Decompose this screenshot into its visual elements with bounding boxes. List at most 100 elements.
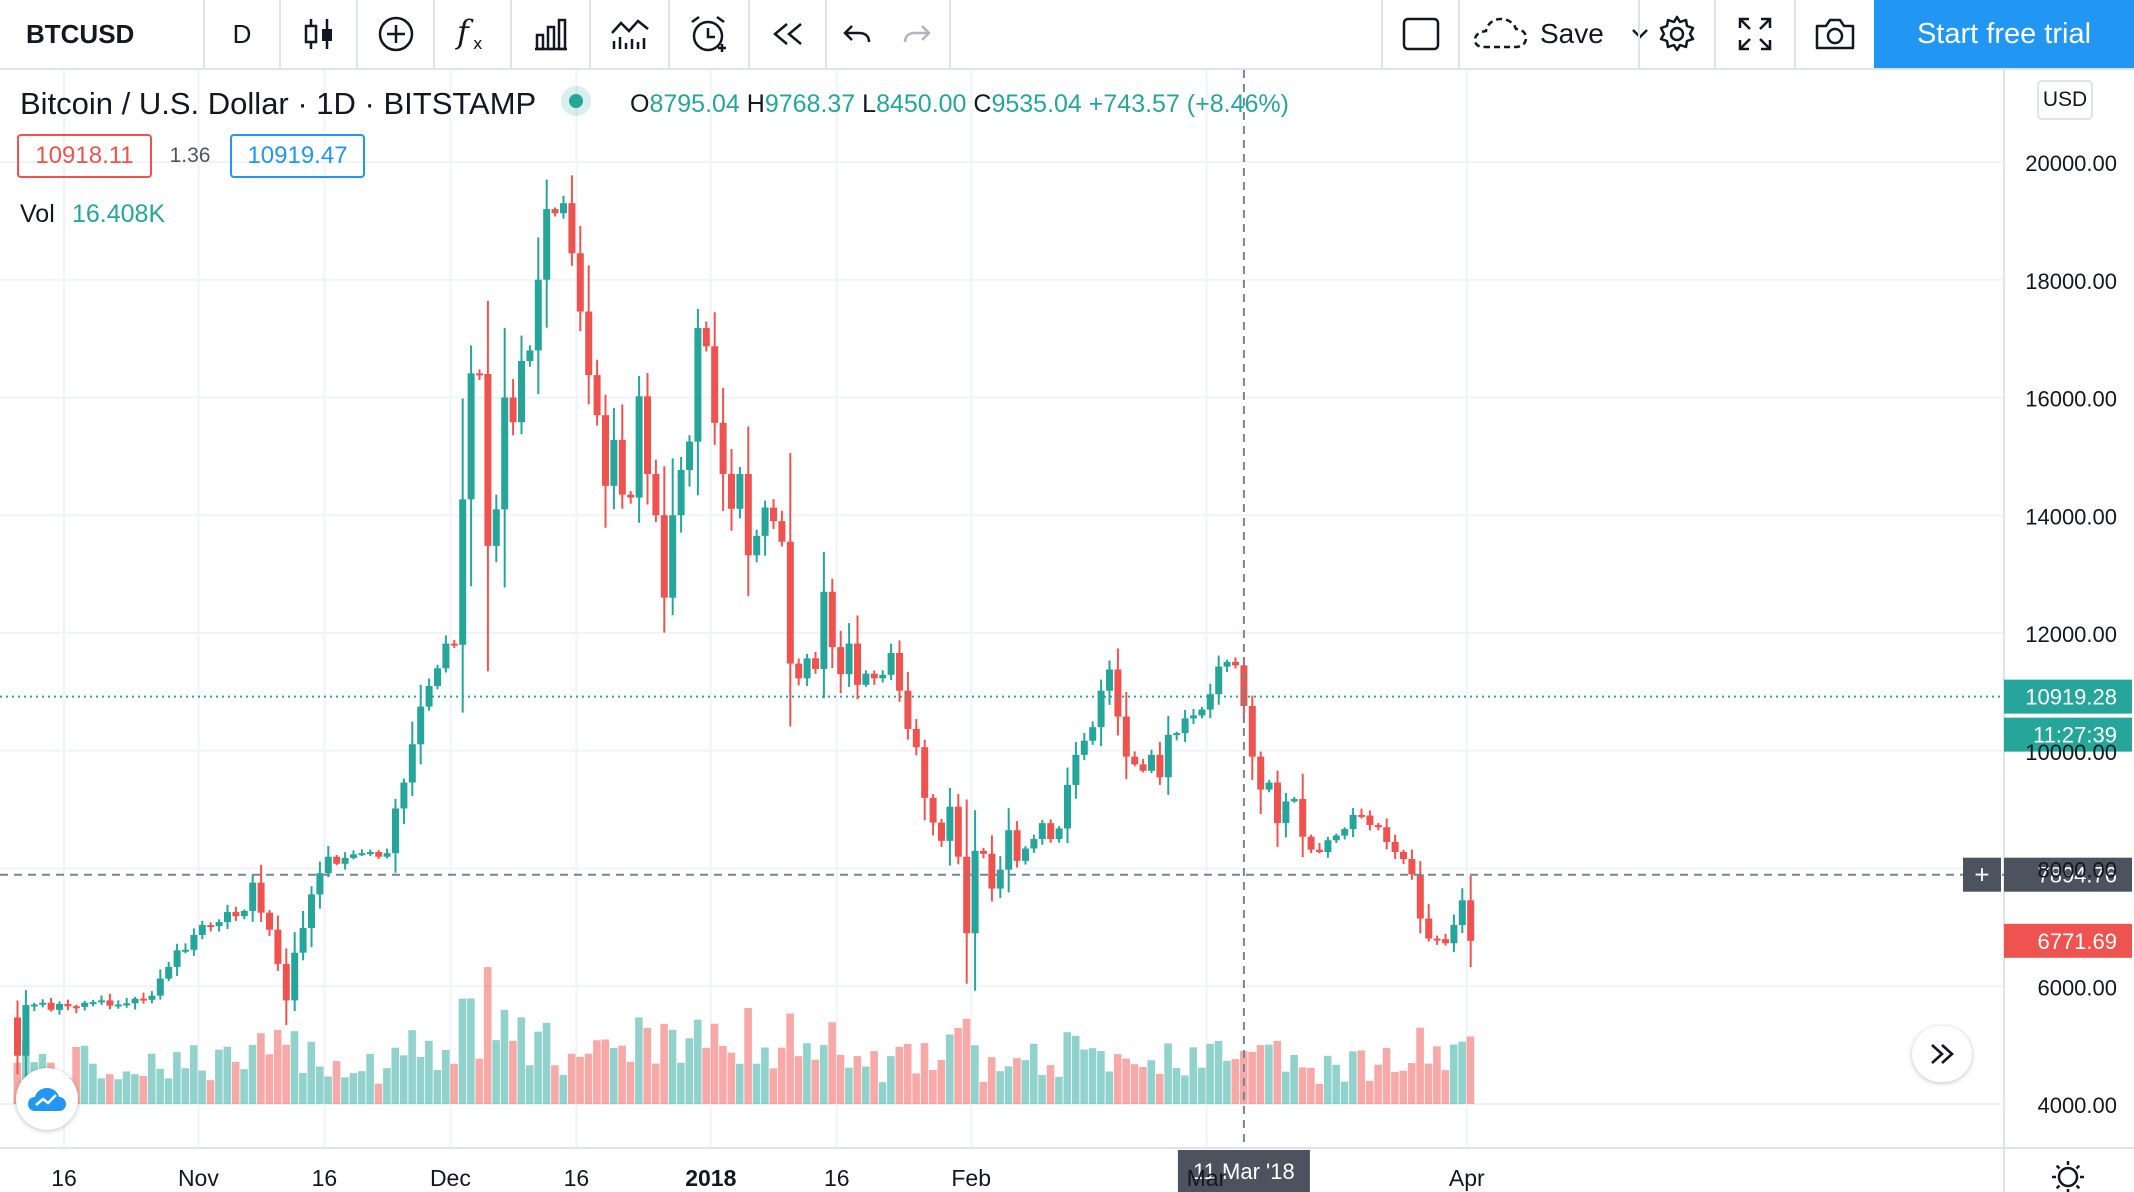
tradingview-logo[interactable] (16, 1068, 78, 1130)
close-label: C (973, 90, 992, 118)
candle-body (711, 346, 719, 423)
volume-bar (895, 1046, 904, 1104)
symbol-search-button[interactable]: BTCUSD (26, 18, 135, 49)
replay-button[interactable] (750, 0, 825, 68)
volume-bar (584, 1053, 593, 1104)
interval-button[interactable]: D (232, 18, 252, 49)
volume-bar (744, 1007, 752, 1104)
candle-body (702, 328, 710, 347)
volume-bar (181, 1068, 190, 1104)
currency-button[interactable]: USD (2037, 80, 2093, 120)
alarm-clock-icon (691, 15, 726, 52)
volume-bar (458, 998, 467, 1104)
volume-bar (735, 1063, 744, 1104)
volume-bar (811, 1059, 820, 1104)
candle-body (341, 857, 349, 864)
candle-body (467, 373, 475, 500)
volume-bar (114, 1079, 122, 1104)
candle-body (728, 474, 735, 509)
candle-body (324, 856, 332, 874)
screenshot-button[interactable] (1796, 0, 1874, 68)
financials-button[interactable] (512, 0, 589, 68)
volume-bar (349, 1073, 358, 1104)
candle-body (1425, 918, 1433, 939)
candle-body (585, 311, 593, 376)
sun-icon-core (2057, 1166, 2079, 1188)
candle-body (1114, 669, 1122, 717)
volume-bar (1097, 1051, 1105, 1104)
price-tick-label: 10000.00 (2025, 740, 2117, 765)
volume-bar (920, 1043, 929, 1104)
candle-body (518, 360, 525, 423)
candle-body (669, 515, 677, 598)
settings-button[interactable] (1640, 0, 1714, 68)
scroll-to-realtime-button[interactable] (1912, 1026, 1972, 1082)
market-open-indicator (569, 94, 583, 108)
candle-body (1215, 666, 1223, 695)
candle-body (803, 658, 811, 679)
candle-body (820, 591, 828, 669)
volume-bar (441, 1049, 450, 1104)
candle-body (744, 474, 752, 556)
candle-body (1383, 827, 1391, 843)
candle-body (610, 439, 618, 486)
candle-body (996, 869, 1004, 889)
time-scale-settings-icon (2052, 1161, 2084, 1192)
price-tick-label: 8000.00 (2037, 858, 2117, 883)
volume-bar (433, 1069, 442, 1104)
crosshair-price-label: 7894.76 (2037, 863, 2117, 888)
candle-body (862, 673, 870, 685)
buy-button[interactable]: 10919.47 (230, 134, 365, 178)
volume-bar (1349, 1051, 1357, 1104)
volume-bar (1130, 1064, 1139, 1104)
volume-bar (1256, 1045, 1265, 1104)
save-button[interactable]: Save (1460, 0, 1655, 68)
candle-body (1156, 754, 1164, 778)
candle-body (257, 882, 265, 913)
price-tick-label: 14000.00 (2025, 504, 2117, 529)
undo-button[interactable] (827, 0, 887, 68)
volume-bar (937, 1059, 946, 1104)
candle-body (375, 852, 383, 857)
volume-bar (299, 1073, 307, 1104)
sell-button[interactable]: 10918.11 (17, 134, 152, 178)
candle-body (1265, 782, 1273, 790)
add-symbol-icon (378, 16, 413, 52)
candle-body (1374, 824, 1382, 828)
candle-body (274, 929, 282, 964)
volume-bar (794, 1056, 803, 1104)
candlesticks (14, 175, 1475, 1077)
candle-body (1240, 665, 1248, 707)
volume-bar (1147, 1060, 1156, 1104)
layout-button[interactable] (1383, 0, 1458, 68)
candle-body (509, 397, 517, 423)
price-scale: 4000.00 6000.00 8000.00 10000.00 12000.00 140… (2025, 151, 2117, 1118)
compare-button[interactable] (358, 0, 433, 68)
alert-button[interactable] (670, 0, 748, 68)
candle-body (534, 279, 542, 351)
candle-body (1089, 727, 1097, 741)
price-tick-label: 16000.00 (2025, 387, 2117, 412)
candle-body (1080, 740, 1088, 755)
start-free-trial-button[interactable]: Start free trial (1874, 0, 2134, 68)
volume-bar (139, 1075, 148, 1104)
candle-body (526, 350, 534, 361)
volume-bar (1399, 1070, 1408, 1104)
redo-button[interactable] (887, 0, 947, 68)
volume-bar (1248, 1051, 1256, 1104)
candle-body (316, 873, 324, 895)
candle-body (1332, 835, 1340, 841)
volume-bar (223, 1046, 232, 1104)
templates-button[interactable] (591, 0, 668, 68)
volume-bar (1323, 1055, 1332, 1104)
fullscreen-button[interactable] (1716, 0, 1794, 68)
volume-bar (198, 1070, 206, 1104)
volume-bar (13, 1062, 22, 1104)
candle-body (1190, 715, 1197, 719)
volume-bar (1365, 1080, 1374, 1104)
bar-style-button[interactable] (281, 0, 356, 68)
volume-bar (122, 1071, 131, 1104)
